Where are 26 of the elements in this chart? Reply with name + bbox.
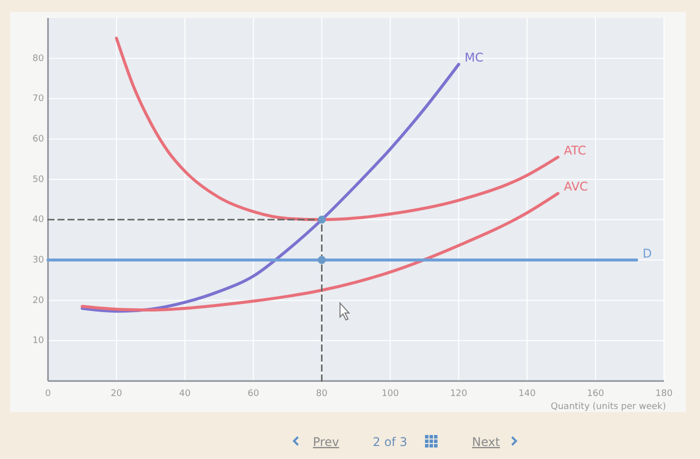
text: 2 of 3 (372, 435, 408, 449)
series-label: AVC (564, 180, 588, 194)
y-tick-label: 70 (32, 94, 44, 104)
text: Prev (312, 435, 340, 449)
series-label: MC (464, 50, 484, 65)
y-tick-label: 50 (32, 174, 44, 185)
y-tick-label: 20 (32, 296, 44, 306)
x-tick-label: 180 (655, 389, 673, 399)
x-tick-label: 100 (382, 389, 400, 399)
x-tick-label: 140 (518, 389, 536, 399)
x-tick-label: 20 (110, 389, 122, 399)
y-tick-label: 40 (32, 215, 44, 226)
series-label: D (642, 246, 652, 260)
x-tick-label: 80 (316, 389, 328, 399)
x-tick-label: 60 (248, 389, 260, 399)
x-axis-title: Quantity (units per week) (550, 402, 666, 412)
y-tick-label: 60 (32, 134, 44, 144)
y-tick-label: 10 (32, 336, 44, 346)
y-tick-label: 30 (32, 255, 44, 266)
series-label: ATC (564, 143, 586, 158)
x-tick-label: 160 (586, 389, 604, 399)
x-tick-label: 120 (450, 389, 468, 399)
x-tick-label: 0 (45, 389, 52, 399)
y-tick-label: 80 (32, 54, 44, 64)
x-tick-label: 40 (179, 389, 191, 399)
text: Next (472, 435, 500, 449)
